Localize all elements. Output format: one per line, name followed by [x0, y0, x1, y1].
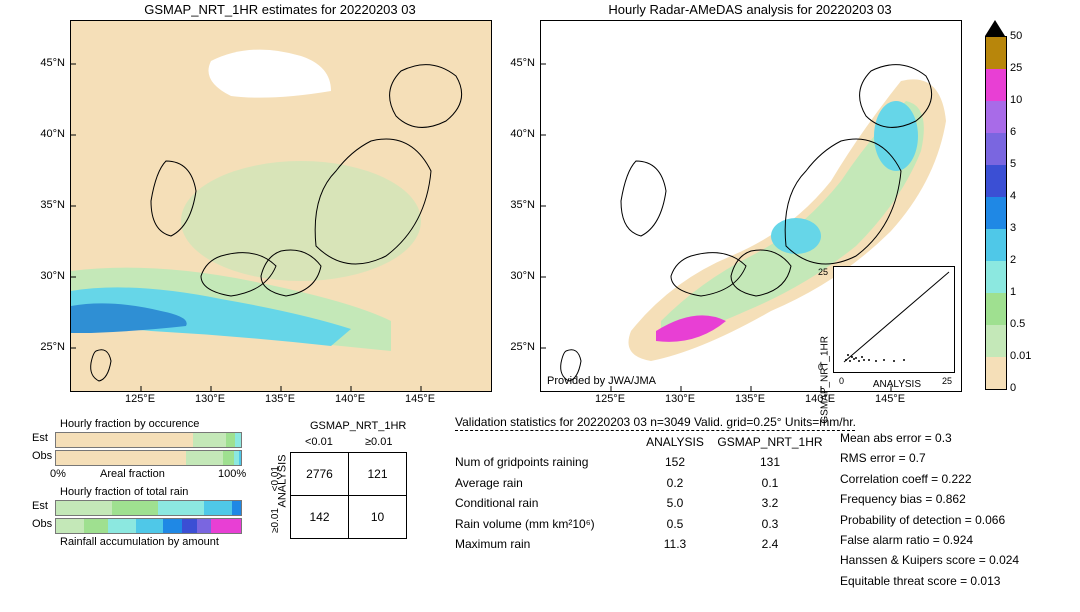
colorbar-label-6: 3: [1010, 222, 1016, 234]
rain-bar-est: [55, 500, 242, 516]
rain-lbl-est: Est: [32, 500, 48, 512]
left-xtick-0: 125°E: [120, 393, 160, 405]
validation-divider: [455, 430, 855, 431]
left-ytick-3: 30°N: [25, 270, 65, 282]
colorbar-label-11: 0: [1010, 382, 1016, 394]
left-xtick-2: 135°E: [260, 393, 300, 405]
left-map: [70, 20, 492, 392]
colorbar-label-5: 4: [1010, 190, 1016, 202]
cont-01: 121: [349, 453, 407, 496]
left-xtick-1: 130°E: [190, 393, 230, 405]
colorbar-label-2: 10: [1010, 94, 1022, 106]
val-v1-1: 0.2: [635, 473, 715, 493]
scatter-inset: 0 25 0 25: [833, 266, 955, 373]
val-v1-0: 152: [635, 452, 715, 472]
right-ytick-1: 40°N: [495, 128, 535, 140]
val-lbl-0: Num of gridpoints raining: [455, 452, 635, 472]
occ-bar-obs: [55, 450, 242, 466]
rain-lbl-obs: Obs: [32, 518, 52, 530]
colorbar-label-4: 5: [1010, 158, 1016, 170]
val-v2-0: 131: [715, 452, 825, 472]
occ-bar-est: [55, 432, 242, 448]
colorbar-label-9: 0.5: [1010, 318, 1025, 330]
colorbar: 5025106543210.50.010: [985, 36, 1007, 390]
left-map-svg: [71, 21, 491, 391]
scatter-y1: 25: [818, 267, 828, 277]
val-lbl-3: Rain volume (mm km²10⁶): [455, 514, 635, 534]
colorbar-label-8: 1: [1010, 286, 1016, 298]
colorbar-arrow-icon: [985, 20, 1005, 36]
left-xtick-3: 140°E: [330, 393, 370, 405]
right-map-footer: Provided by JWA/JMA: [547, 375, 656, 387]
metric-4: Probability of detection = 0.066: [840, 510, 1019, 530]
colorbar-label-1: 25: [1010, 62, 1022, 74]
metric-1: RMS error = 0.7: [840, 448, 1019, 468]
val-v2-4: 2.4: [715, 534, 825, 554]
val-lbl-2: Conditional rain: [455, 493, 635, 513]
metric-3: Frequency bias = 0.862: [840, 489, 1019, 509]
metric-2: Correlation coeff = 0.222: [840, 469, 1019, 489]
scatter-x0: 0: [839, 376, 844, 386]
metric-6: Hanssen & Kuipers score = 0.024: [840, 550, 1019, 570]
left-ytick-2: 35°N: [25, 199, 65, 211]
rain-title: Hourly fraction of total rain: [60, 486, 188, 498]
occ-tick-1: 100%: [218, 468, 246, 480]
colorbar-label-0: 50: [1010, 30, 1022, 42]
cont-col1: ≥0.01: [365, 436, 392, 448]
left-map-title: GSMAP_NRT_1HR estimates for 20220203 03: [70, 2, 490, 17]
rain-footer: Rainfall accumulation by amount: [60, 536, 219, 548]
val-h2: GSMAP_NRT_1HR: [715, 432, 825, 452]
occ-lbl-est: Est: [32, 432, 48, 444]
right-ytick-0: 45°N: [495, 57, 535, 69]
cont-11: 10: [349, 496, 407, 539]
cont-row1: ≥0.01: [270, 508, 281, 533]
metric-5: False alarm ratio = 0.924: [840, 530, 1019, 550]
validation-table: ANALYSISGSMAP_NRT_1HR Num of gridpoints …: [455, 432, 825, 554]
colorbar-label-3: 6: [1010, 126, 1016, 138]
val-h1: ANALYSIS: [635, 432, 715, 452]
scatter-x1: 25: [942, 376, 952, 386]
occ-tick-0: 0%: [50, 468, 66, 480]
left-ytick-1: 40°N: [25, 128, 65, 140]
right-xtick-2: 135°E: [730, 393, 770, 405]
colorbar-label-7: 2: [1010, 254, 1016, 266]
right-ytick-3: 30°N: [495, 270, 535, 282]
colorbar-label-10: 0.01: [1010, 350, 1031, 362]
left-ytick-4: 25°N: [25, 341, 65, 353]
cont-col-header: GSMAP_NRT_1HR: [310, 420, 406, 432]
right-map-title: Hourly Radar-AMeDAS analysis for 2022020…: [540, 2, 960, 17]
rain-bar-obs: [55, 518, 242, 534]
scatter-xlabel: ANALYSIS: [873, 379, 921, 390]
val-v1-4: 11.3: [635, 534, 715, 554]
contingency-table: 2776121 14210: [290, 452, 407, 539]
validation-metrics: Mean abs error = 0.3RMS error = 0.7Corre…: [840, 428, 1019, 591]
left-xtick-4: 145°E: [400, 393, 440, 405]
val-lbl-4: Maximum rain: [455, 534, 635, 554]
occ-axis: Areal fraction: [100, 468, 165, 480]
right-xtick-0: 125°E: [590, 393, 630, 405]
right-ytick-4: 25°N: [495, 341, 535, 353]
right-ytick-2: 35°N: [495, 199, 535, 211]
val-v2-3: 0.3: [715, 514, 825, 534]
left-ytick-0: 45°N: [25, 57, 65, 69]
right-xtick-4: 145°E: [870, 393, 910, 405]
val-v1-2: 5.0: [635, 493, 715, 513]
scatter-ylabel: GSMAP_NRT_1HR: [820, 336, 831, 424]
occ-lbl-obs: Obs: [32, 450, 52, 462]
val-lbl-1: Average rain: [455, 473, 635, 493]
val-v2-1: 0.1: [715, 473, 825, 493]
cont-row0: <0.01: [270, 466, 281, 491]
metric-7: Equitable threat score = 0.013: [840, 571, 1019, 591]
validation-title: Validation statistics for 20220203 03 n=…: [455, 415, 856, 429]
right-xtick-1: 130°E: [660, 393, 700, 405]
right-map: Provided by JWA/JMA 0 25 0 25 ANALYSIS G…: [540, 20, 962, 392]
occ-title: Hourly fraction by occurence: [60, 418, 199, 430]
metric-0: Mean abs error = 0.3: [840, 428, 1019, 448]
right-xtick-3: 140°E: [800, 393, 840, 405]
cont-col0: <0.01: [305, 436, 333, 448]
val-v2-2: 3.2: [715, 493, 825, 513]
cont-00: 2776: [291, 453, 349, 496]
val-v1-3: 0.5: [635, 514, 715, 534]
cont-10: 142: [291, 496, 349, 539]
